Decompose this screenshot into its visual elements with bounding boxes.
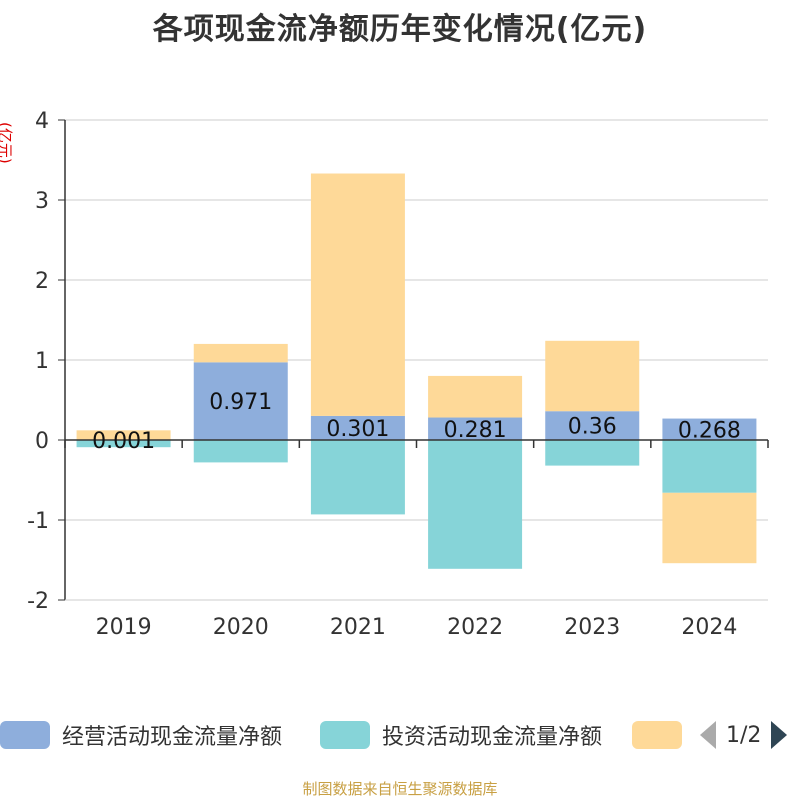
y-tick-label: -1	[27, 509, 49, 534]
stacked-bar-chart: -2 -1 0 1 2 3 4 2019 2020 2021 2022 2023 2024 0.001 0.…	[27, 109, 769, 640]
bar-series3-2021	[310, 173, 405, 416]
legend-label-operating: 经营活动现金流量净额	[62, 725, 283, 750]
chart-title: 各项现金流净额历年变化情况(亿元)	[152, 12, 648, 47]
bar-series2-2024	[662, 440, 757, 493]
legend-swatch-investing	[320, 721, 370, 749]
data-label-2023: 0.36	[568, 415, 617, 440]
y-tick-label: 1	[35, 349, 49, 374]
x-tick-label-2024: 2024	[681, 615, 737, 640]
y-tick-label: 4	[35, 109, 49, 134]
data-label-2020: 0.971	[209, 390, 272, 415]
legend: 经营活动现金流量净额 投资活动现金流量净额 1/2	[0, 714, 800, 758]
bar-series1-2021	[310, 415, 405, 440]
x-tick-label-2023: 2023	[564, 615, 620, 640]
data-label-2024: 0.268	[678, 418, 741, 443]
y-tick-label: 3	[35, 189, 49, 214]
legend-item-financing[interactable]	[632, 720, 682, 750]
data-label-2019: 0.001	[92, 429, 155, 454]
triangle-right-icon[interactable]	[771, 721, 788, 749]
legend-swatch-financing	[632, 721, 682, 749]
y-tick-label: 2	[35, 269, 49, 294]
y-tick-label: 0	[35, 429, 49, 454]
bar-series1-2024	[662, 418, 757, 440]
y-tick-label: -2	[27, 589, 49, 614]
bar-series2-2019	[76, 440, 171, 448]
bar-series3-2019	[76, 430, 171, 440]
data-source-note: 制图数据来自恒生聚源数据库	[302, 780, 498, 798]
data-label-2022: 0.281	[444, 418, 507, 443]
bar-series1-2022	[428, 417, 523, 440]
data-label-2021: 0.301	[326, 417, 389, 442]
bar-series3-2020	[193, 343, 288, 363]
bar-series1-2023	[545, 411, 640, 440]
bar-series2-2021	[310, 440, 405, 515]
x-tick-label-2022: 2022	[447, 615, 503, 640]
bar-series3-2023	[545, 340, 640, 412]
x-tick-label-2019: 2019	[96, 615, 152, 640]
legend-pager: 1/2	[700, 720, 788, 750]
bar-series3-2024	[662, 492, 757, 564]
legend-item-investing[interactable]: 投资活动现金流量净额	[320, 720, 602, 750]
triangle-left-icon[interactable]	[700, 721, 716, 749]
legend-page-indicator: 1/2	[726, 722, 762, 748]
bar-series2-2020	[193, 440, 288, 463]
bar-series1-2020	[193, 362, 288, 440]
legend-label-investing: 投资活动现金流量净额	[382, 725, 603, 750]
bar-series2-2022	[428, 440, 523, 569]
bar-series2-2023	[545, 440, 640, 466]
x-tick-label-2020: 2020	[213, 615, 269, 640]
legend-swatch-operating	[0, 721, 50, 749]
legend-item-operating[interactable]: 经营活动现金流量净额	[0, 720, 282, 750]
bar-series3-2022	[428, 375, 523, 418]
x-tick-label-2021: 2021	[330, 615, 386, 640]
